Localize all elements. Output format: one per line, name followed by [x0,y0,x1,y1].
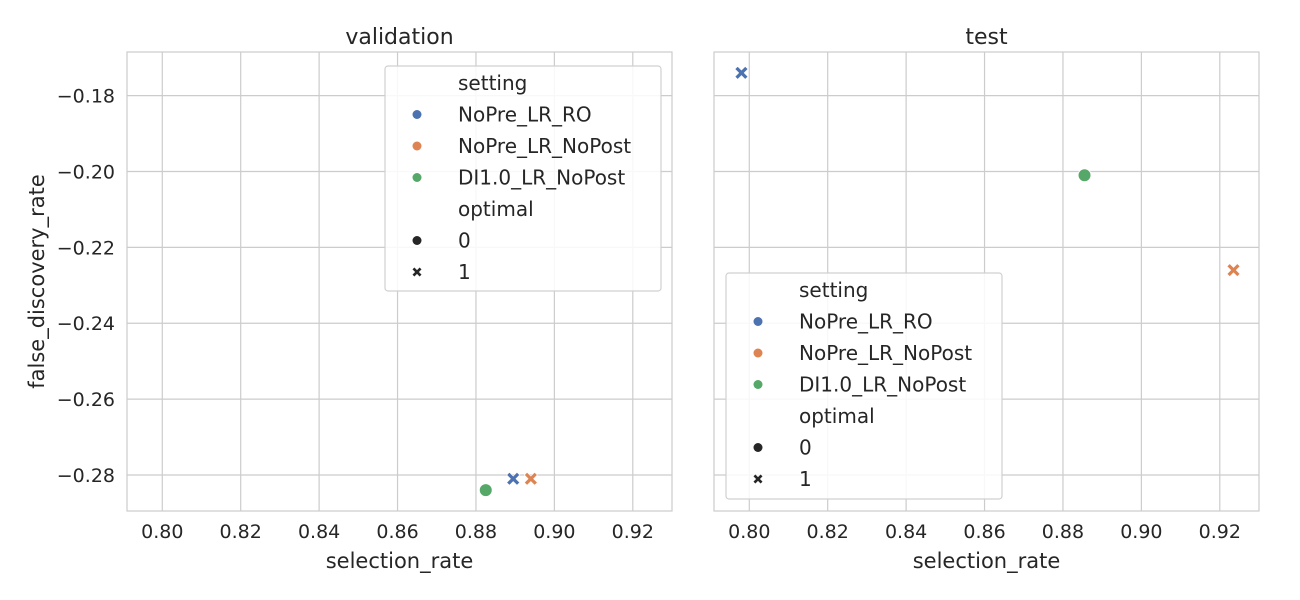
y-axis-label: false_discovery_rate [25,174,50,389]
legend-entry: 1 [799,467,812,491]
x-axis-label: selection_rate [326,549,474,574]
panel-test: 0.80 0.82 0.84 0.86 0.88 0.90 0.92 selection_ra… [713,25,1260,574]
legend-box [384,65,662,292]
y-tick-label: −0.18 [57,86,115,108]
y-tick-label: −0.26 [57,389,115,411]
legend-entry: 1 [458,260,471,284]
legend-entry: NoPre_LR_NoPost [458,134,631,158]
y-tick-label: −0.24 [57,313,115,335]
panel-title: validation [345,25,453,50]
x-tick-label: 0.82 [220,521,262,543]
legend-title-setting: setting [458,71,527,95]
data-point [523,471,538,486]
x-tick-label: 0.88 [455,521,497,543]
legend-entry: NoPre_LR_RO [799,310,933,334]
y-tick-label: −0.20 [57,161,115,183]
x-tick-label: 0.80 [141,521,183,543]
legend-marker [412,236,422,245]
legend-marker [412,141,422,151]
plot-frame [713,51,1260,512]
legend-marker [753,474,763,484]
legend-marker [753,443,763,452]
legend-entry: DI1.0_LR_NoPost [458,166,625,190]
data-point [1226,263,1241,278]
legend-entry: 0 [458,229,471,253]
x-tick-label: 0.90 [533,521,575,543]
data-point [734,65,749,80]
legend-entry: 0 [799,436,812,460]
panel-validation: 0.80 0.82 0.84 0.86 0.88 0.90 0.92 −0.18 −0.20 −0… [25,25,673,574]
y-tick-label: −0.22 [57,237,115,259]
legend-marker [412,173,422,182]
x-tick-label: 0.80 [728,521,770,543]
x-tick-label: 0.84 [885,521,927,543]
data-point [506,471,521,486]
x-tick-label: 0.86 [963,521,1005,543]
x-tick-label: 0.82 [807,521,849,543]
legend-entry: NoPre_LR_NoPost [799,341,972,365]
legend-entry: DI1.0_LR_NoPost [799,373,966,397]
y-tick-label: −0.28 [57,465,115,487]
legend-marker [412,110,422,119]
x-axis-label: selection_rate [913,549,1061,574]
x-tick-label: 0.92 [612,521,654,543]
legend-entry: NoPre_LR_RO [458,103,592,127]
panel-title: test [965,25,1008,50]
legend-marker [753,317,763,326]
legend-title-optimal: optimal [799,404,875,428]
plot-frame [126,51,673,512]
data-point [1077,168,1092,183]
legend-marker [753,348,763,358]
legend: setting NoPre_LR_RO NoPre_LR_NoPost DI1.0_L… [384,65,662,292]
x-tick-label: 0.86 [376,521,418,543]
legend-title-setting: setting [799,278,868,302]
data-point [478,483,493,498]
legend-box [725,272,1003,500]
x-tick-label: 0.92 [1199,521,1241,543]
x-tick-label: 0.84 [298,521,340,543]
x-tick-label: 0.88 [1042,521,1084,543]
legend-marker [412,267,422,277]
x-tick-label: 0.90 [1120,521,1162,543]
legend: setting NoPre_LR_RO NoPre_LR_NoPost DI1.0_L… [725,272,1003,500]
legend-marker [753,380,763,389]
legend-title-optimal: optimal [458,197,534,221]
